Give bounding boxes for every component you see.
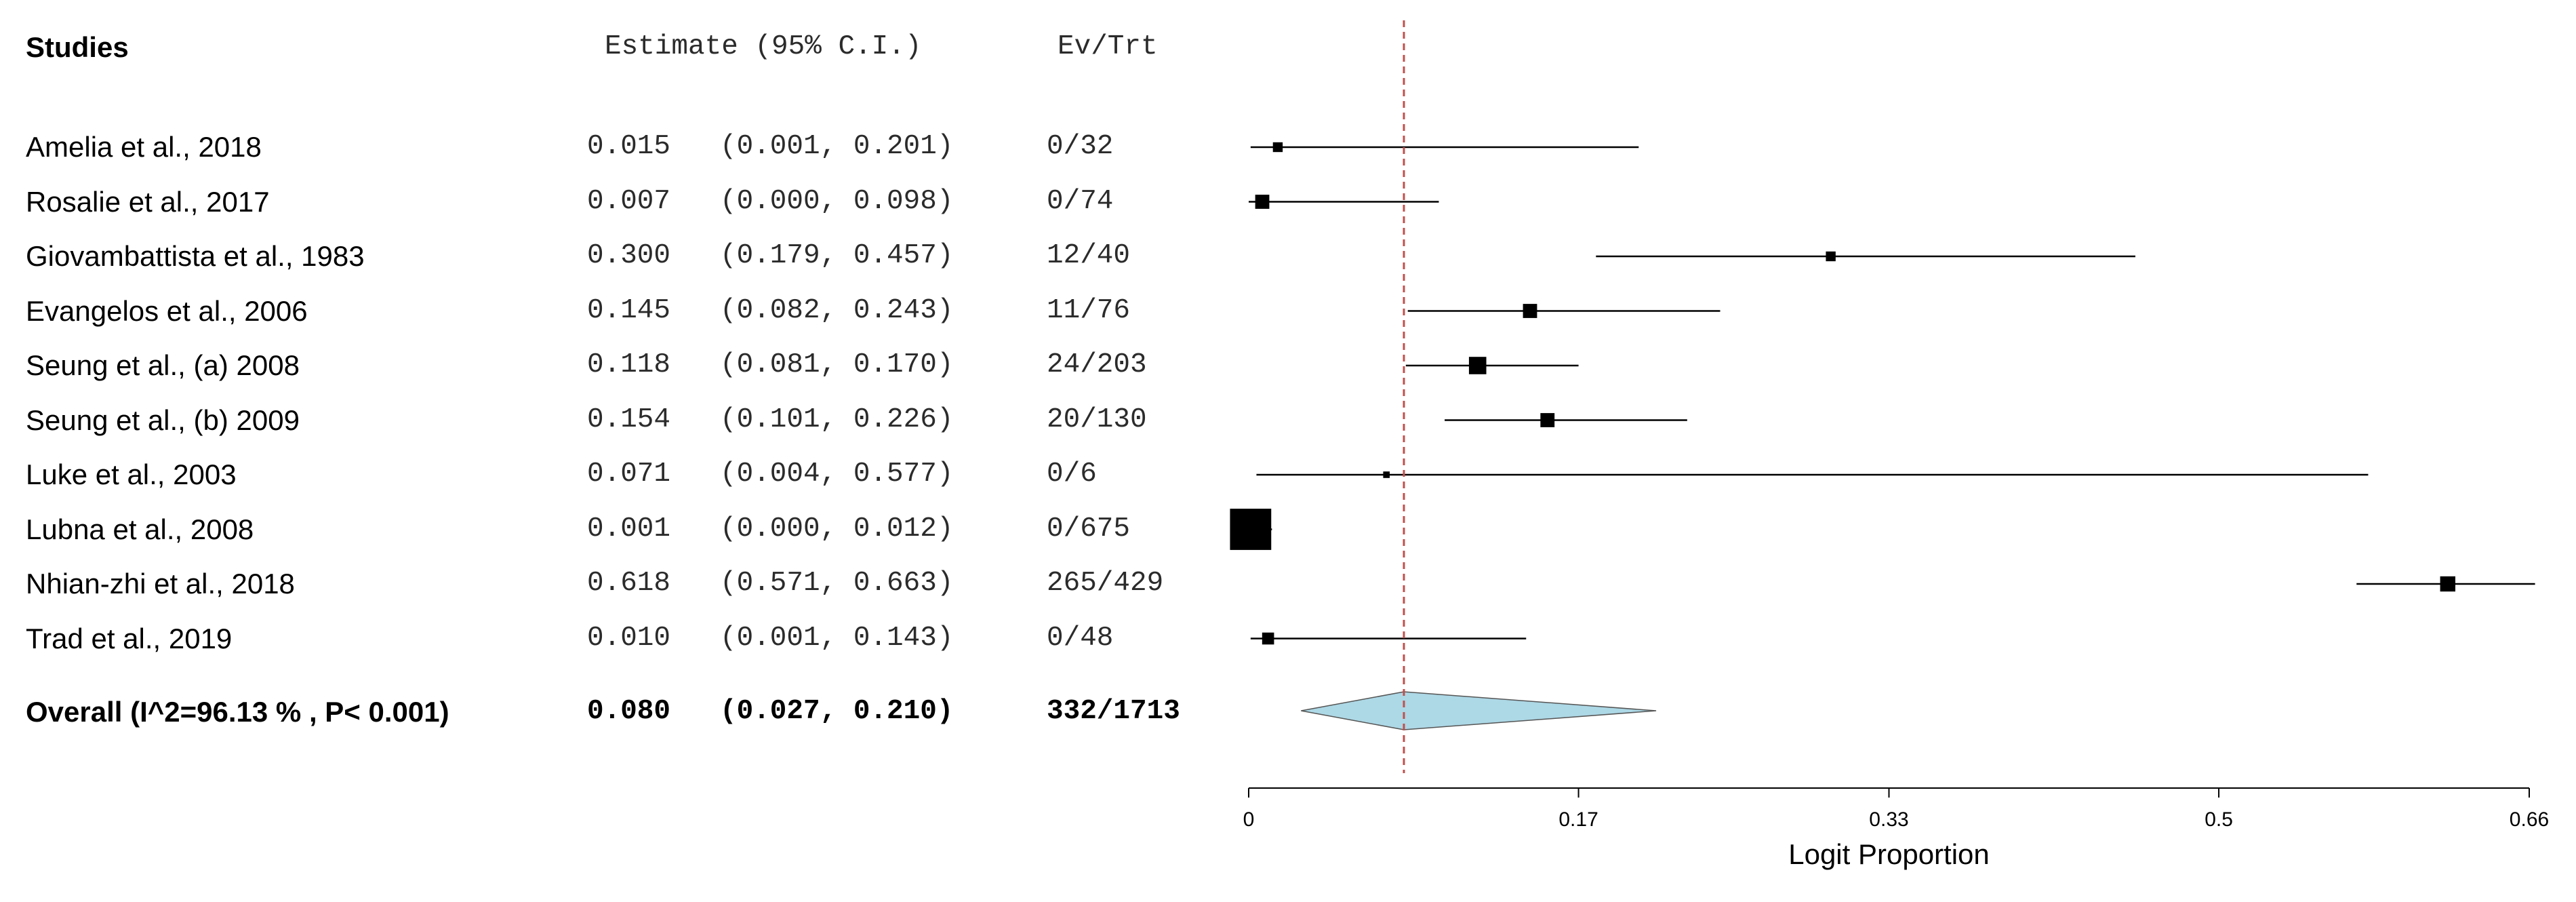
study-events: 0/48 (1047, 622, 1114, 654)
study-estimate: 0.154 (587, 404, 671, 435)
x-tick-label: 0.17 (1558, 808, 1598, 831)
study-name: Trad et al., 2019 (26, 622, 233, 654)
study-name: Evangelos et al., 2006 (26, 294, 308, 327)
study-events: 0/74 (1047, 185, 1114, 217)
estimate-marker (1230, 509, 1272, 550)
estimate-marker (1272, 142, 1283, 153)
estimate-marker (1262, 632, 1274, 645)
study-ci: (0.001, 0.143) (720, 622, 954, 654)
estimate-marker (1383, 471, 1390, 478)
estimate-marker (1826, 251, 1836, 262)
study-ci: (0.571, 0.663) (720, 568, 954, 599)
study-ci: (0.081, 0.170) (720, 349, 954, 380)
estimate-marker (2440, 576, 2455, 592)
estimate-marker (1540, 413, 1555, 427)
study-estimate: 0.071 (587, 458, 671, 490)
study-name: Rosalie et al., 2017 (26, 185, 270, 218)
x-tick-label: 0.5 (2205, 808, 2233, 831)
study-events: 24/203 (1047, 349, 1147, 380)
study-events: 11/76 (1047, 294, 1131, 326)
study-events: 0/32 (1047, 131, 1114, 162)
study-name: Nhian-zhi et al., 2018 (26, 568, 295, 600)
study-ci: (0.004, 0.577) (720, 458, 954, 490)
study-ci: (0.000, 0.012) (720, 513, 954, 545)
study-events: 265/429 (1047, 568, 1164, 599)
study-name: Lubna et al., 2008 (26, 513, 254, 545)
study-estimate: 0.618 (587, 568, 671, 599)
study-estimate: 0.015 (587, 131, 671, 162)
study-name: Seung et al., (b) 2009 (26, 404, 300, 436)
study-estimate: 0.300 (587, 240, 671, 271)
study-estimate: 0.001 (587, 513, 671, 545)
study-estimate: 0.007 (587, 185, 671, 217)
estimate-marker (1255, 195, 1270, 209)
x-axis-title: Logit Proportion (1788, 838, 1990, 870)
study-ci: (0.000, 0.098) (720, 185, 954, 217)
estimate-marker (1523, 304, 1537, 318)
study-name: Giovambattista et al., 1983 (26, 240, 365, 272)
study-ci: (0.001, 0.201) (720, 131, 954, 162)
study-name: Seung et al., (a) 2008 (26, 349, 300, 381)
study-name: Luke et al., 2003 (26, 458, 237, 490)
study-name: Amelia et al., 2018 (26, 131, 262, 163)
events-header: Ev/Trt (1058, 31, 1158, 62)
study-events: 0/6 (1047, 458, 1097, 490)
study-events: 20/130 (1047, 404, 1147, 435)
study-ci: (0.082, 0.243) (720, 294, 954, 326)
overall-ci: (0.027, 0.210) (720, 696, 954, 727)
study-estimate: 0.118 (587, 349, 671, 380)
study-estimate: 0.010 (587, 622, 671, 654)
overall-estimate: 0.080 (587, 696, 671, 727)
study-ci: (0.101, 0.226) (720, 404, 954, 435)
study-ci: (0.179, 0.457) (720, 240, 954, 271)
overall-events: 332/1713 (1047, 696, 1180, 727)
studies-header: Studies (26, 31, 129, 63)
x-tick-label: 0.33 (1869, 808, 1908, 831)
study-events: 12/40 (1047, 240, 1131, 271)
study-estimate: 0.145 (587, 294, 671, 326)
overall-diamond (1301, 691, 1657, 730)
x-tick-label: 0.66 (2510, 808, 2549, 831)
estimate-header: Estimate (95% C.I.) (605, 31, 922, 62)
overall-label: Overall (I^2=96.13 % , P< 0.001) (26, 696, 449, 728)
study-events: 0/675 (1047, 513, 1131, 545)
x-tick-label: 0 (1243, 808, 1255, 831)
estimate-marker (1468, 357, 1487, 374)
